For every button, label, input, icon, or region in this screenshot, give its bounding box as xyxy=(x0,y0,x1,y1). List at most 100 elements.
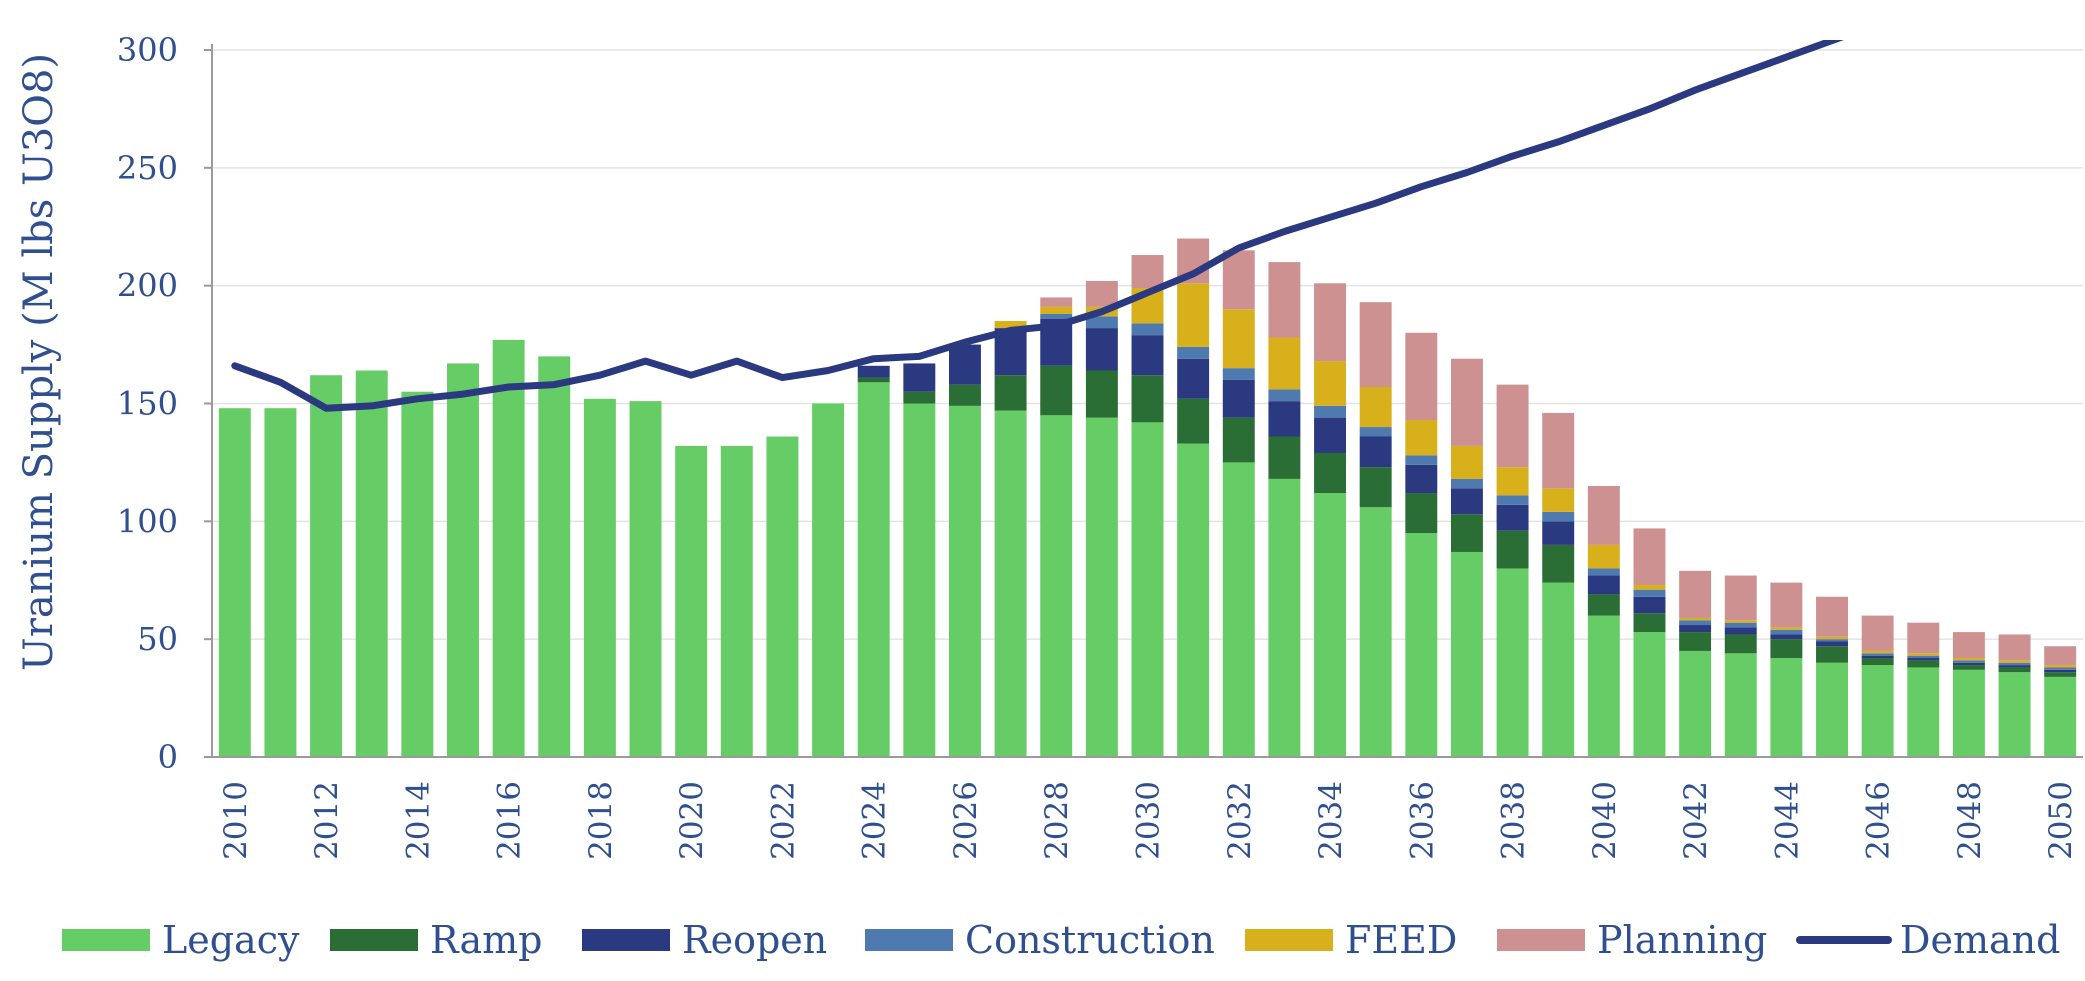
bar-legacy-2028 xyxy=(1040,415,1073,757)
bar-reopen-2032 xyxy=(1222,379,1255,418)
bar-ramp-2039 xyxy=(1542,544,1575,583)
x-tick-labels: 2010 2012 2014 2016 2018 2020 2022 2024 2026 2028… xyxy=(218,781,2079,860)
bar-reopen-2045 xyxy=(1816,641,1848,647)
x-tick-label: 2024 xyxy=(857,781,893,860)
bar-reopen-2048 xyxy=(1952,662,1985,666)
bar-legacy-2017 xyxy=(538,356,571,757)
bar-legacy-2041 xyxy=(1633,632,1666,757)
bar-legacy-2012 xyxy=(310,375,343,757)
bar-legacy-2022 xyxy=(766,436,799,757)
bar-legacy-2027 xyxy=(994,410,1027,757)
bar-planning-2039 xyxy=(1542,412,1575,489)
bar-legacy-2035 xyxy=(1359,507,1392,757)
bar-planning-2043 xyxy=(1724,575,1757,621)
bar-legacy-2030 xyxy=(1131,422,1164,757)
bar-feed-2034 xyxy=(1314,361,1347,406)
bar-planning-2050 xyxy=(2044,646,2077,666)
bar-construction-2045 xyxy=(1816,639,1848,642)
bar-reopen-2036 xyxy=(1405,464,1438,494)
demand-line-layer xyxy=(231,40,1844,412)
bar-reopen-2042 xyxy=(1679,625,1712,633)
y-tick-labels: 0 50 100 150 200 250 300 xyxy=(117,31,178,776)
x-tick-label: 2020 xyxy=(674,781,710,860)
bar-reopen-2039 xyxy=(1542,521,1575,545)
legend-label: Reopen xyxy=(682,918,827,962)
bar-ramp-2029 xyxy=(1085,370,1118,418)
bar-construction-2046 xyxy=(1861,653,1894,656)
bar-legacy-2042 xyxy=(1679,650,1712,757)
bar-feed-2049 xyxy=(1998,660,2031,663)
bar-ramp-2034 xyxy=(1314,452,1347,494)
bar-planning-2028 xyxy=(1040,297,1073,307)
legend-swatch xyxy=(1497,929,1585,951)
legend-item-planning: Planning xyxy=(1497,918,1767,962)
bar-planning-2037 xyxy=(1450,358,1483,446)
bar-legacy-2031 xyxy=(1177,443,1210,757)
bar-reopen-2030 xyxy=(1131,335,1164,376)
bar-feed-2037 xyxy=(1450,445,1483,479)
bar-construction-2038 xyxy=(1496,495,1529,505)
bar-ramp-2050 xyxy=(2044,672,2077,677)
bar-reopen-2034 xyxy=(1314,417,1347,453)
bar-ramp-2033 xyxy=(1268,436,1301,479)
bar-planning-2048 xyxy=(1952,632,1985,659)
bar-legacy-2025 xyxy=(903,403,936,757)
bar-construction-2035 xyxy=(1359,427,1392,437)
y-tick-label: 0 xyxy=(158,738,178,776)
bar-legacy-2016 xyxy=(492,339,525,757)
legend-swatch xyxy=(330,929,418,951)
y-axis-label: Uranium Supply (M lbs U3O8) xyxy=(16,53,62,671)
bar-planning-2029 xyxy=(1085,280,1118,307)
bar-feed-2028 xyxy=(1040,306,1073,314)
bar-legacy-2029 xyxy=(1085,417,1118,757)
bar-planning-2049 xyxy=(1998,634,2031,661)
bar-feed-2039 xyxy=(1542,488,1575,512)
bar-legacy-2024 xyxy=(857,382,890,757)
bar-feed-2046 xyxy=(1861,650,1894,654)
bar-feed-2031 xyxy=(1177,283,1210,347)
x-tick-label: 2042 xyxy=(1678,781,1714,860)
bar-ramp-2036 xyxy=(1405,493,1438,534)
bar-planning-2035 xyxy=(1359,302,1392,388)
bar-reopen-2031 xyxy=(1177,358,1210,399)
bar-construction-2031 xyxy=(1177,346,1210,359)
bar-construction-2032 xyxy=(1222,368,1255,380)
bar-planning-2041 xyxy=(1633,528,1666,585)
bar-ramp-2047 xyxy=(1907,660,1940,668)
bar-legacy-2013 xyxy=(355,370,388,757)
y-tick-label: 200 xyxy=(117,267,178,305)
legend-item-reopen: Reopen xyxy=(582,918,827,962)
x-tick-label: 2028 xyxy=(1039,781,1075,860)
legend-item-demand: Demand xyxy=(1796,918,2060,962)
x-tick-label: 2036 xyxy=(1404,781,1440,860)
bar-feed-2033 xyxy=(1268,337,1301,390)
x-tick-label: 2016 xyxy=(492,781,528,860)
bar-ramp-2038 xyxy=(1496,530,1529,569)
bar-reopen-2026 xyxy=(948,344,981,385)
legend-item-feed: FEED xyxy=(1245,918,1457,962)
legend-item-ramp: Ramp xyxy=(330,918,543,962)
bar-planning-2034 xyxy=(1314,283,1347,362)
x-tick-label: 2012 xyxy=(309,781,345,860)
bar-legacy-2036 xyxy=(1405,533,1438,757)
bar-construction-2043 xyxy=(1724,622,1757,628)
bar-legacy-2048 xyxy=(1952,669,1985,757)
bar-planning-2045 xyxy=(1816,596,1848,637)
bar-legacy-2038 xyxy=(1496,568,1529,757)
bar-legacy-2021 xyxy=(720,445,753,757)
legend-label: Construction xyxy=(965,918,1215,962)
bar-feed-2048 xyxy=(1952,658,1985,661)
bar-ramp-2027 xyxy=(994,375,1027,411)
x-tick-label: 2040 xyxy=(1587,781,1623,860)
bar-feed-2050 xyxy=(2044,665,2077,668)
bar-feed-2027 xyxy=(994,321,1027,329)
bar-ramp-2049 xyxy=(1998,667,2031,673)
y-tick-label: 300 xyxy=(117,31,178,69)
legend: Legacy Ramp Reopen Construction FEED Planning… xyxy=(62,918,2060,962)
x-tick-label: 2018 xyxy=(583,781,619,860)
bar-construction-2047 xyxy=(1907,655,1940,659)
demand-line xyxy=(231,40,1844,412)
legend-item-legacy: Legacy xyxy=(62,918,300,962)
legend-label: Ramp xyxy=(430,918,543,962)
bar-construction-2044 xyxy=(1770,629,1803,635)
